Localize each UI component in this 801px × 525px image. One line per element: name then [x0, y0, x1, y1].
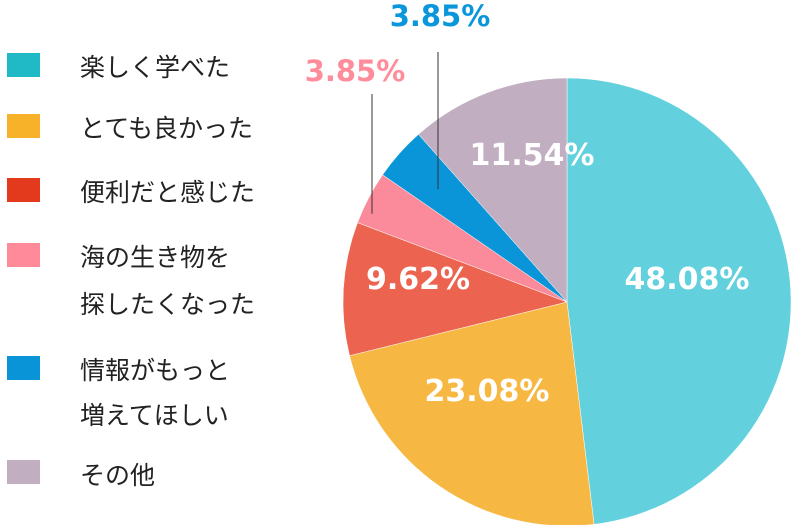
pie-slice [418, 77, 568, 303]
legend: 楽しく学べたとても良かった便利だと感じた海の生き物を探したくなった情報がもっと増… [7, 53, 255, 490]
legend-swatch [7, 53, 40, 77]
value-label: 11.54% [470, 138, 595, 173]
value-label: 23.08% [425, 374, 550, 409]
legend-label: とても良かった [80, 114, 253, 143]
value-labels: 48.08% 23.08% 9.62% 3.85% 3.85% 11.54% [305, 0, 750, 409]
legend-label: 便利だと感じた [80, 178, 255, 207]
pie-slices [342, 77, 792, 525]
legend-item: とても良かった [7, 114, 253, 143]
pie-slice [566, 77, 792, 525]
leader-lines [371, 52, 439, 214]
legend-label: 楽しく学べた [80, 53, 230, 82]
legend-swatch [7, 178, 40, 202]
legend-swatch [7, 460, 40, 484]
value-label: 3.85% [305, 54, 406, 88]
value-label: 3.85% [390, 0, 491, 33]
legend-label: 海の生き物を [80, 243, 230, 272]
legend-swatch [7, 356, 40, 380]
pie-slice [342, 222, 568, 357]
value-label: 48.08% [625, 262, 750, 297]
legend-item: 楽しく学べた [7, 53, 230, 82]
legend-item: その他 [7, 460, 155, 490]
legend-swatch [7, 114, 40, 138]
legend-item: 便利だと感じた [7, 178, 255, 207]
legend-label: 情報がもっと [80, 356, 230, 385]
legend-swatch [7, 243, 40, 267]
legend-label: その他 [80, 461, 155, 490]
legend-label: 増えてほしい [80, 401, 229, 430]
value-label: 9.62% [366, 262, 470, 297]
pie-slice [349, 301, 595, 525]
legend-label: 探したくなった [80, 290, 255, 319]
